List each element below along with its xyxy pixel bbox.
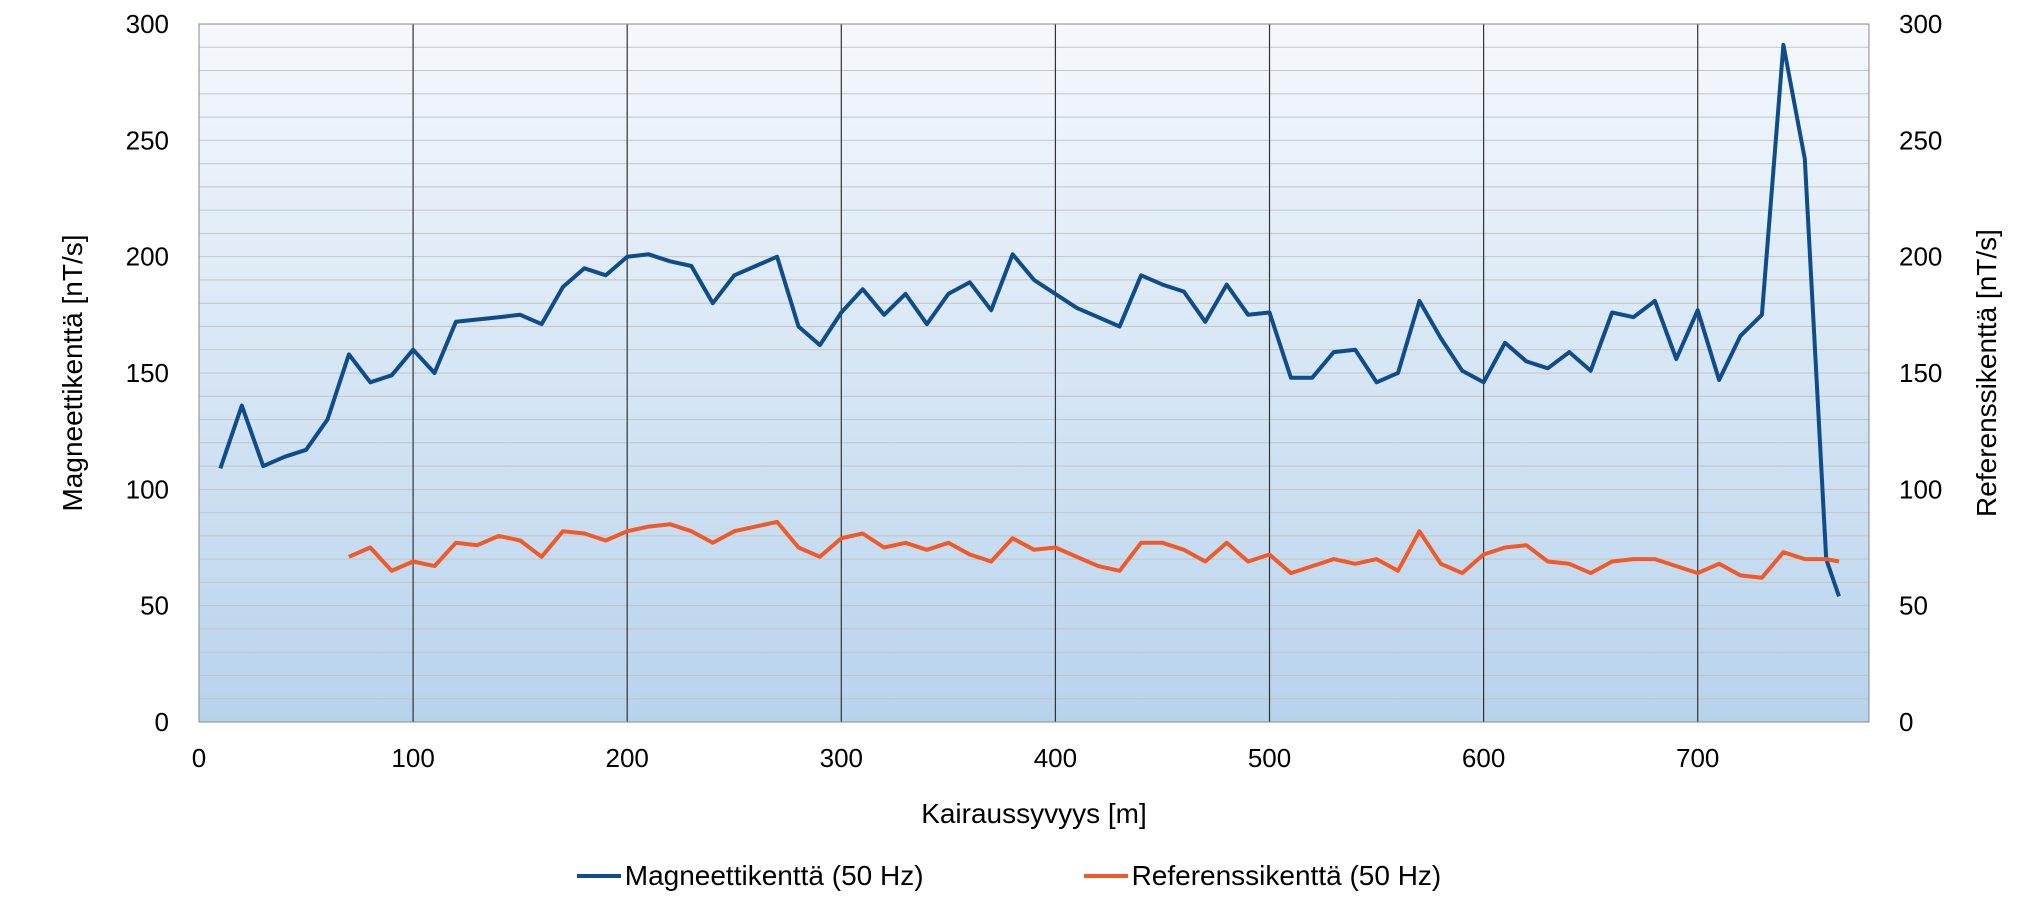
horizontal-gridlines [199, 46, 1869, 700]
legend-swatch-referenssikentta [1083, 874, 1128, 878]
left-y-axis-label: Magneettikenttä [nT/s] [57, 234, 88, 511]
right-y-tick-label: 50 [1899, 591, 1928, 621]
left-y-tick-label: 200 [126, 242, 169, 272]
x-tick-label: 500 [1248, 743, 1291, 773]
x-tick-label: 400 [1034, 743, 1077, 773]
right-y-tick-label: 0 [1899, 707, 1913, 737]
left-y-tick-labels: 0 50 100 150 200 250 300 [126, 9, 169, 737]
legend-label-referenssikentta: Referenssikenttä (50 Hz) [1131, 860, 1442, 891]
left-y-tick-label: 250 [126, 125, 169, 155]
left-y-tick-label: 300 [126, 9, 169, 39]
series-layer [218, 42, 1841, 598]
legend-swatch-magneettikentta [576, 874, 621, 878]
plot-border [198, 23, 1870, 723]
right-y-tick-label: 300 [1899, 9, 1942, 39]
x-axis-label: Kairaussyvyys [m] [921, 798, 1147, 829]
right-y-axis-label: Referenssikenttä [nT/s] [1971, 229, 2002, 517]
right-y-tick-labels: 0 50 100 150 200 250 300 [1899, 9, 1942, 737]
x-tick-label: 0 [192, 743, 206, 773]
left-y-tick-label: 50 [140, 591, 169, 621]
right-y-tick-label: 250 [1899, 125, 1942, 155]
right-y-tick-label: 100 [1899, 474, 1942, 504]
left-y-tick-label: 150 [126, 358, 169, 388]
legend-item-magneettikentta: Magneettikenttä (50 Hz) [576, 856, 924, 896]
x-tick-label: 200 [606, 743, 649, 773]
right-y-tick-label: 200 [1899, 242, 1942, 272]
left-y-tick-label: 0 [155, 707, 169, 737]
series-line-referenssikentta [348, 519, 1840, 580]
legend: Magneettikenttä (50 Hz) Referenssikenttä… [0, 856, 2018, 896]
left-y-tick-label: 100 [126, 474, 169, 504]
x-tick-label: 700 [1676, 743, 1719, 773]
x-tick-label: 100 [391, 743, 434, 773]
x-tick-labels: 0 100 200 300 400 500 600 700 [192, 743, 1720, 773]
vertical-gridlines [412, 24, 1699, 722]
legend-item-referenssikentta: Referenssikenttä (50 Hz) [1083, 856, 1442, 896]
series-line-magneettikentta [218, 42, 1841, 598]
x-tick-label: 600 [1462, 743, 1505, 773]
right-y-tick-label: 150 [1899, 358, 1942, 388]
x-tick-label: 300 [820, 743, 863, 773]
legend-label-magneettikentta: Magneettikenttä (50 Hz) [624, 860, 924, 891]
